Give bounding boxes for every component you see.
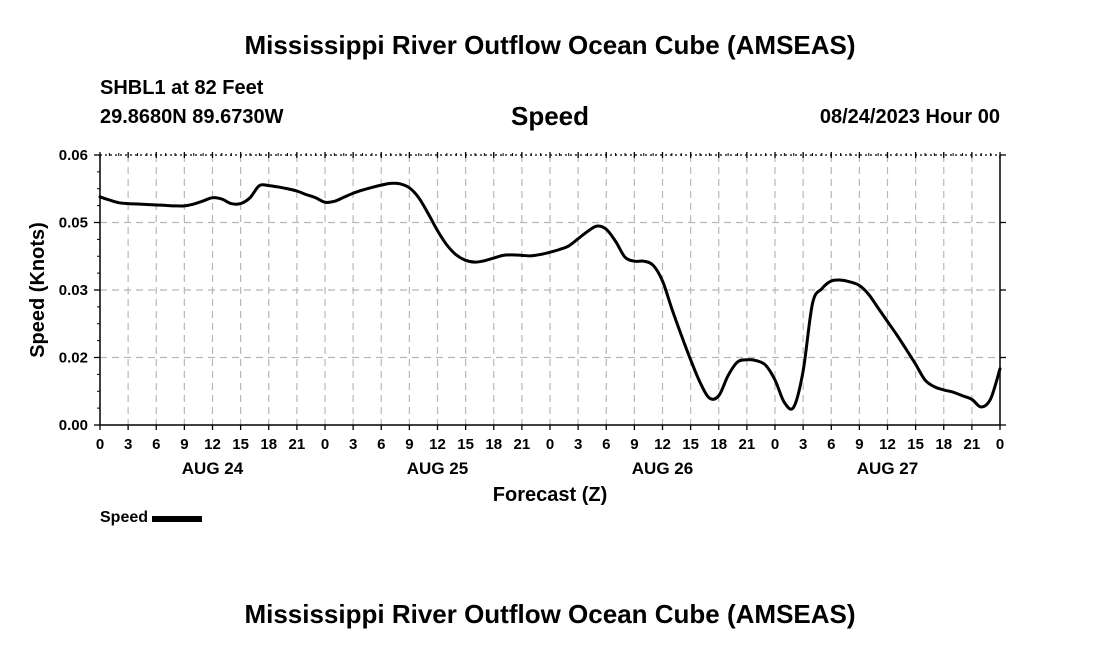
chart-title: Mississippi River Outflow Ocean Cube (AM… [244,30,856,60]
legend-line-swatch [152,515,203,522]
x-tick-label: 18 [485,436,502,453]
y-tick-label: 0.02 [59,350,88,367]
issue-time-label: 08/24/2023 Hour 00 [819,106,1000,128]
x-tick-label: 3 [574,436,582,453]
parameter-title: Speed [510,101,590,131]
x-tick-label: 21 [514,436,531,453]
x-tick-label: 18 [260,436,277,453]
x-tick-label: 3 [124,436,132,453]
x-tick-label: 21 [739,436,756,453]
x-axis-title: Forecast (Z) [493,484,607,506]
x-tick-label: 12 [879,436,896,453]
y-axis-title: Speed (Knots) [27,222,49,358]
x-tick-label: 9 [630,436,638,453]
x-tick-label: 0 [321,436,329,453]
x-tick-label: 3 [799,436,807,453]
x-tick-label: 0 [96,436,104,453]
y-tick-label: 0.00 [59,417,88,434]
axis-labels: 0 3 6 9 12 15 18 21 0 3 6 9 12 15 18 21 0 3 6 9 12 15 18 21 0 3 6 9… [27,147,1004,506]
x-tick-label: 9 [855,436,863,453]
legend-label: Speed [100,509,149,526]
y-tick-label: 0.06 [59,147,88,164]
x-tick-label: 15 [907,436,924,453]
x-tick-label: 9 [405,436,413,453]
axes [94,152,1006,430]
x-tick-label: 6 [152,436,160,453]
x-day-label: AUG 27 [857,459,918,478]
x-tick-label: 9 [180,436,188,453]
x-tick-label: 15 [457,436,474,453]
x-tick-label: 3 [349,436,357,453]
x-tick-label: 12 [429,436,446,453]
x-tick-label: 18 [935,436,952,453]
y-tick-label: 0.05 [59,215,88,232]
y-tick-label: 0.03 [59,282,88,299]
x-tick-label: 21 [964,436,981,453]
x-tick-label: 6 [827,436,835,453]
grid [100,155,1000,425]
x-tick-label: 0 [771,436,779,453]
x-tick-label: 12 [654,436,671,453]
x-tick-label: 0 [996,436,1004,453]
x-day-label: AUG 26 [632,459,693,478]
series-line-speed [98,181,1002,411]
x-tick-label: 15 [232,436,249,453]
station-label: SHBL1 at 82 Feet [100,77,264,99]
legend: Speed [100,509,203,527]
x-tick-label: 21 [289,436,306,453]
footer-title: Mississippi River Outflow Ocean Cube (AM… [244,599,856,629]
x-tick-label: 12 [204,436,221,453]
x-tick-label: 6 [377,436,385,453]
x-tick-label: 6 [602,436,610,453]
x-day-label: AUG 25 [407,459,468,478]
x-tick-label: 18 [710,436,727,453]
series-layer [98,181,1002,411]
x-tick-label: 0 [546,436,554,453]
x-day-label: AUG 24 [182,459,244,478]
x-tick-label: 15 [682,436,699,453]
coordinates-label: 29.8680N 89.6730W [100,106,284,128]
